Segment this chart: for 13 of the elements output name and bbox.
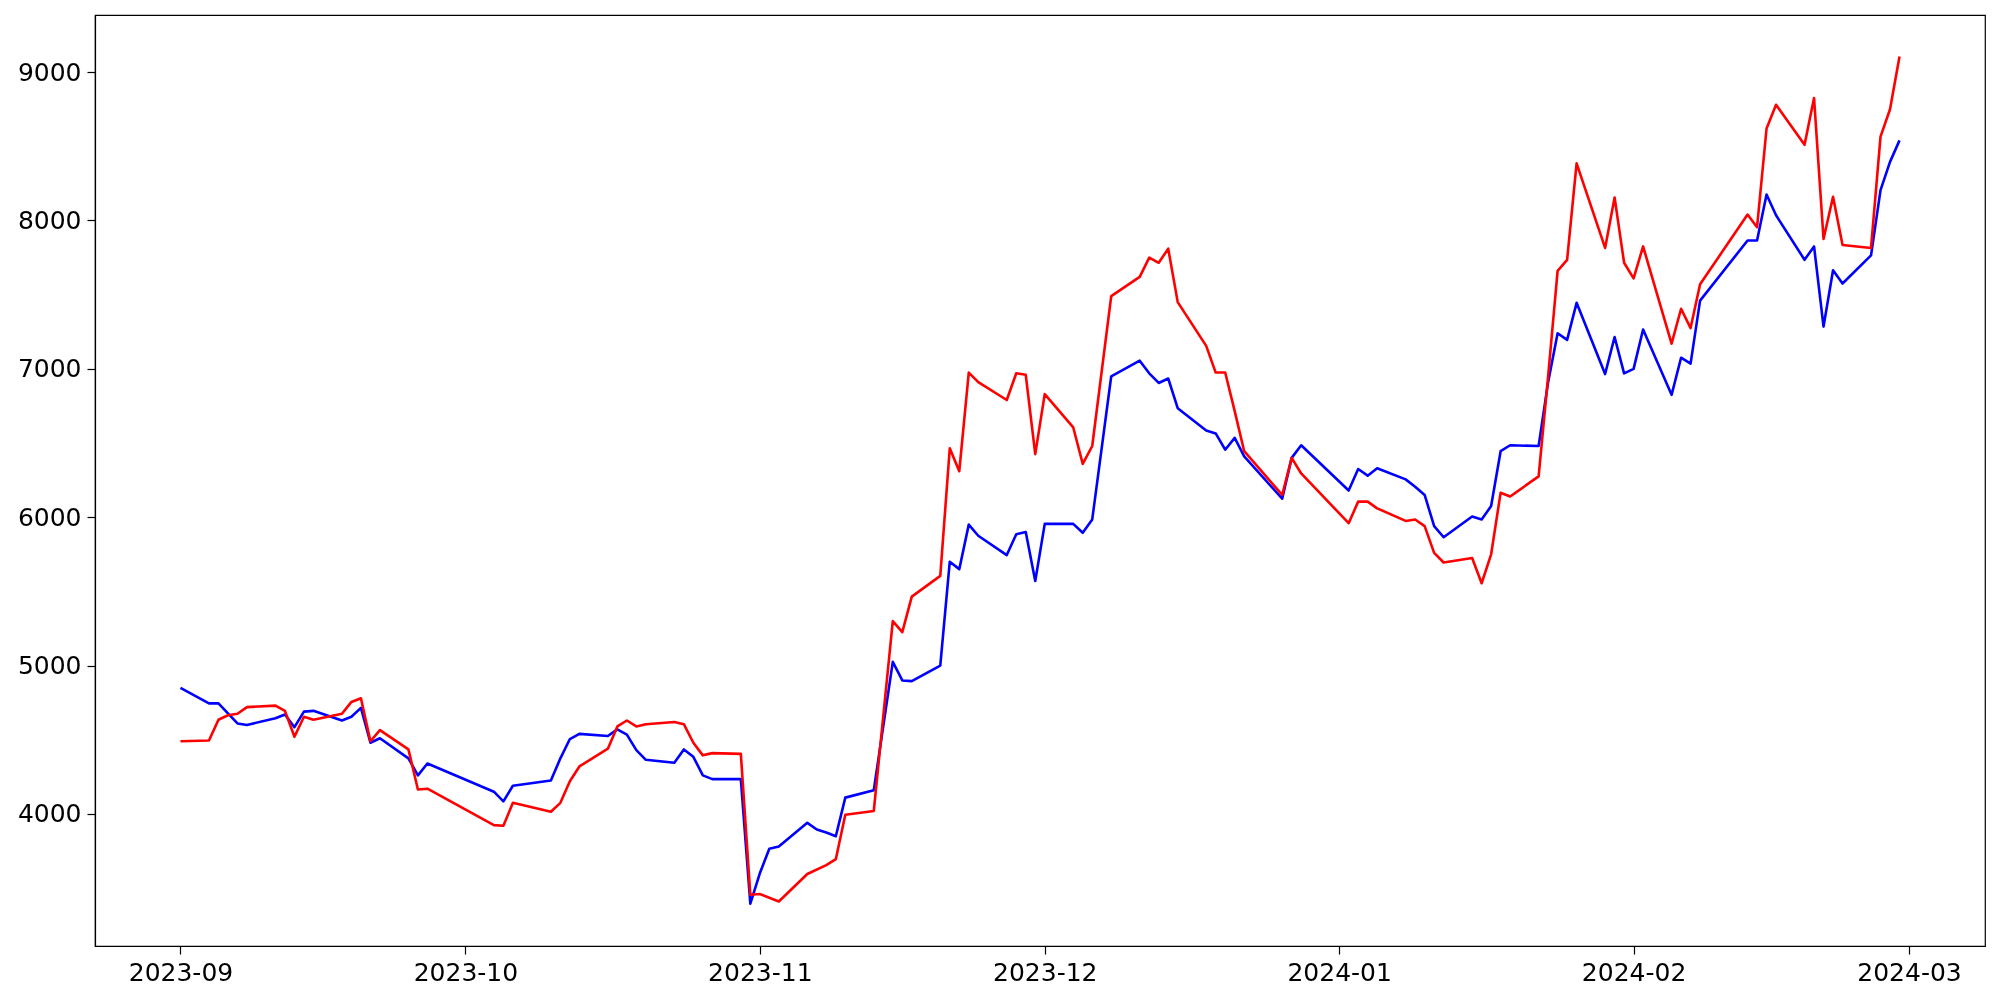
x-tick-label: 2023-11: [708, 957, 813, 987]
y-tick-label: 9000: [17, 57, 82, 87]
y-tick-label: 6000: [17, 502, 82, 532]
y-tick-label: 5000: [17, 651, 82, 681]
x-tick-label: 2023-09: [128, 957, 234, 987]
x-tick-label: 2023-10: [413, 957, 519, 987]
x-tick-label: 2023-12: [993, 957, 1098, 987]
y-tick-label: 8000: [17, 205, 82, 235]
y-tick-label: 4000: [17, 799, 82, 829]
x-tick-label: 2024-02: [1581, 957, 1687, 987]
x-tick-label: 2024-03: [1857, 957, 1962, 987]
x-tick-label: 2024-01: [1287, 957, 1392, 987]
y-tick-label: 7000: [17, 354, 82, 384]
